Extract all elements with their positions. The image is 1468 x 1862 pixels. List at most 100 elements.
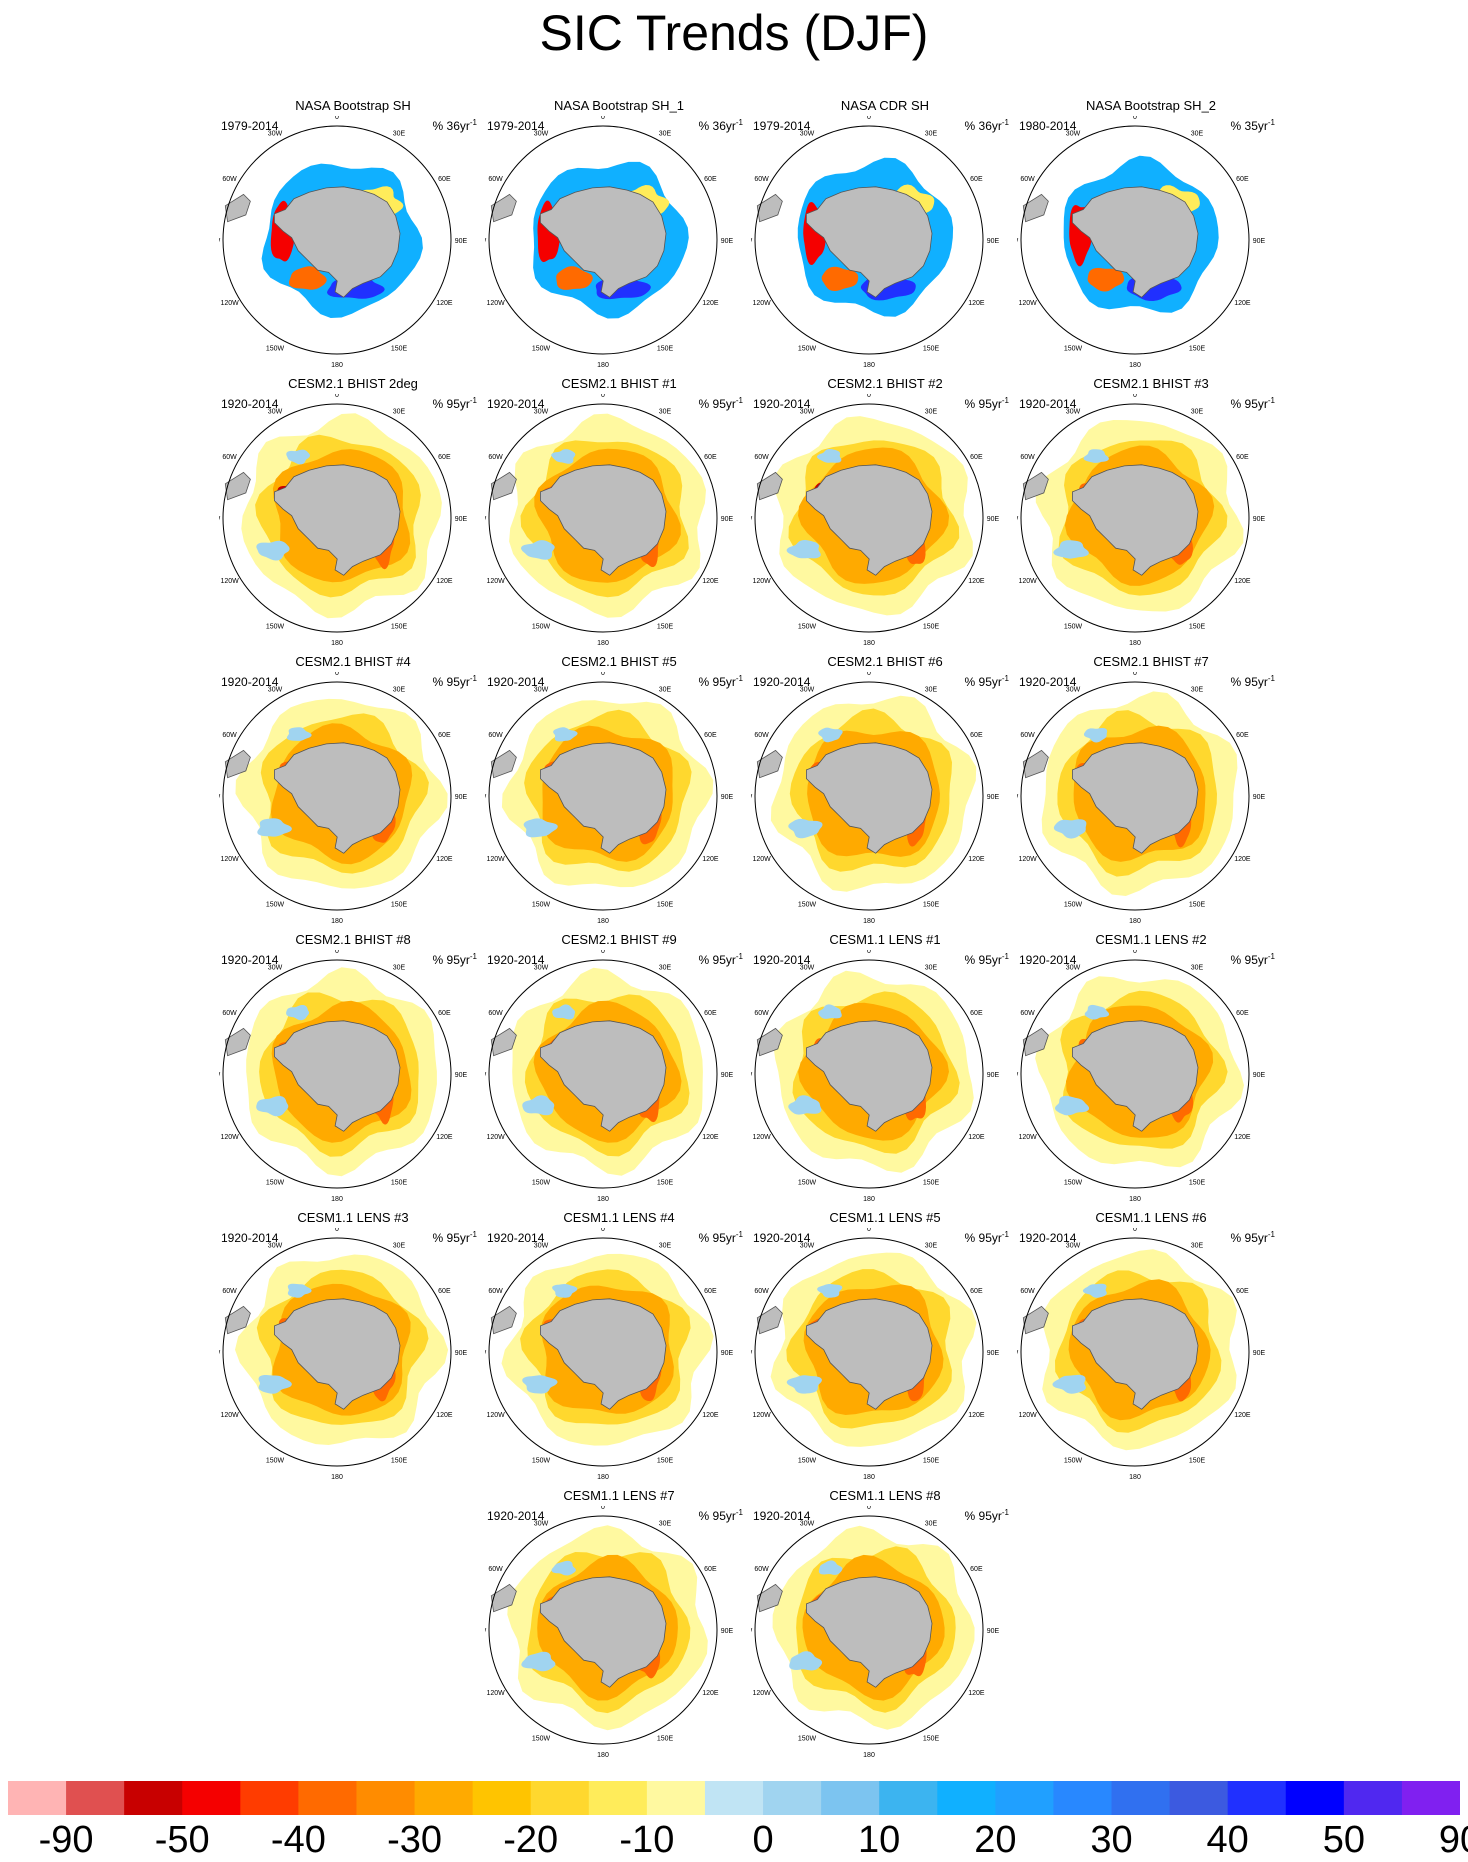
- panel-period: 1920-2014: [487, 1509, 545, 1523]
- longitude-label: 120W: [752, 1134, 771, 1141]
- longitude-label: 30W: [268, 409, 283, 416]
- longitude-label: 150E: [923, 1179, 940, 1186]
- longitude-label: 150W: [798, 901, 817, 908]
- longitude-label: 30E: [393, 965, 406, 972]
- longitude-label: 60W: [754, 176, 769, 183]
- sic-trend-field: [1053, 540, 1089, 559]
- colorbar-swatch: [1169, 1781, 1229, 1815]
- longitude-label: 150E: [1189, 1179, 1206, 1186]
- colorbar-swatch: [1343, 1781, 1403, 1815]
- longitude-label: 90W: [1017, 238, 1019, 245]
- map-panel: CESM2.1 BHIST #5 1920-2014 % 95yr-1 0 30E 60E…: [485, 654, 753, 932]
- panel-units: % 95yr-1: [1230, 396, 1275, 411]
- south-america-land: [224, 193, 251, 223]
- longitude-label: 180: [863, 1752, 875, 1759]
- longitude-label: 30W: [800, 687, 815, 694]
- map-panel: NASA CDR SH 1979-2014 % 36yr-1 0 30E 60E 90E 12…: [751, 98, 1019, 376]
- polar-map: 0 30E 60E 90E 120E 150E 180 150W 120W 90W 60W 30W: [1017, 1228, 1266, 1481]
- longitude-label: 150W: [532, 345, 551, 352]
- panel-units: % 95yr-1: [1230, 674, 1275, 689]
- longitude-label: 120E: [702, 1412, 719, 1419]
- longitude-label: 60W: [222, 176, 237, 183]
- longitude-label: 180: [863, 1196, 875, 1203]
- sic-trend-field: [522, 1095, 555, 1116]
- map-boundary: [488, 681, 718, 911]
- longitude-label: 30E: [925, 1243, 938, 1250]
- longitude-label: 150E: [657, 1179, 674, 1186]
- map-panel: CESM2.1 BHIST #9 1920-2014 % 95yr-1 0 30E 60E…: [485, 932, 753, 1210]
- south-america-land: [756, 1027, 783, 1057]
- map-panel: CESM1.1 LENS #6 1920-2014 % 95yr-1 0 30E 60E 9…: [1017, 1210, 1285, 1488]
- panel-title: CESM1.1 LENS #5: [829, 1210, 941, 1225]
- colorbar-label: -10: [619, 1819, 675, 1861]
- longitude-label: 120W: [486, 856, 505, 863]
- longitude-label: 90E: [1253, 794, 1266, 801]
- antarctica-land: [806, 742, 933, 854]
- colorbar-label: 0: [752, 1819, 774, 1861]
- colorbar-label: 20: [974, 1819, 1017, 1861]
- south-america-land: [756, 1305, 783, 1335]
- colorbar-label: 10: [858, 1819, 901, 1861]
- antarctica-land: [274, 186, 401, 298]
- longitude-label: 0: [1133, 672, 1137, 677]
- longitude-label: 120E: [1234, 856, 1251, 863]
- panel-title: CESM2.1 BHIST #7: [1093, 654, 1209, 669]
- longitude-label: 150W: [1064, 345, 1083, 352]
- polar-map: 0 30E 60E 90E 120E 150E 180 150W 120W 90W 60W 30W: [751, 672, 1000, 925]
- longitude-label: 30E: [659, 131, 672, 138]
- longitude-label: 90E: [1253, 516, 1266, 523]
- longitude-label: 30W: [534, 965, 549, 972]
- longitude-label: 90E: [455, 1350, 468, 1357]
- sic-trend-field: [1055, 1095, 1090, 1116]
- longitude-label: 180: [597, 362, 609, 369]
- longitude-label: 150W: [1064, 1457, 1083, 1464]
- map-boundary: [1020, 125, 1250, 355]
- longitude-label: 150W: [798, 345, 817, 352]
- longitude-label: 150W: [798, 1735, 817, 1742]
- longitude-label: 60E: [1236, 176, 1249, 183]
- longitude-label: 30W: [1066, 687, 1081, 694]
- antarctica-land: [1072, 742, 1199, 854]
- longitude-label: 150E: [391, 1457, 408, 1464]
- longitude-label: 60E: [970, 1010, 983, 1017]
- longitude-label: 180: [331, 1474, 343, 1481]
- south-america-land: [1022, 1027, 1049, 1057]
- longitude-label: 90W: [1017, 516, 1019, 523]
- longitude-label: 60E: [438, 1288, 451, 1295]
- longitude-label: 120W: [220, 1412, 239, 1419]
- panel-period: 1920-2014: [221, 953, 279, 967]
- panel-period: 1920-2014: [753, 397, 811, 411]
- colorbar-label: 30: [1090, 1819, 1133, 1861]
- south-america-land: [224, 1305, 251, 1335]
- panel-period: 1920-2014: [1019, 953, 1077, 967]
- longitude-label: 120W: [1018, 300, 1037, 307]
- colorbar-swatch: [937, 1781, 996, 1815]
- sic-trend-field: [1087, 267, 1125, 292]
- longitude-label: 90E: [1253, 1350, 1266, 1357]
- longitude-label: 180: [863, 640, 875, 647]
- longitude-label: 120W: [220, 578, 239, 585]
- longitude-label: 30E: [393, 687, 406, 694]
- longitude-label: 30W: [534, 1243, 549, 1250]
- longitude-label: 0: [335, 116, 339, 121]
- south-america-land: [1022, 749, 1049, 779]
- longitude-label: 180: [597, 1474, 609, 1481]
- panel-units: % 95yr-1: [432, 952, 477, 967]
- map-panel: CESM1.1 LENS #3 1920-2014 % 95yr-1 0 30E 60E 9…: [219, 1210, 487, 1488]
- south-america-land: [490, 1305, 517, 1335]
- longitude-label: 60W: [1020, 176, 1035, 183]
- longitude-label: 150E: [391, 345, 408, 352]
- sic-trend-field: [286, 727, 312, 741]
- longitude-label: 0: [1133, 116, 1137, 121]
- longitude-label: 90W: [219, 794, 221, 801]
- longitude-label: 0: [867, 950, 871, 955]
- sic-trend-field: [552, 1004, 575, 1020]
- longitude-label: 150W: [1064, 623, 1083, 630]
- longitude-label: 180: [331, 1196, 343, 1203]
- sic-trend-field: [788, 818, 823, 839]
- colorbar-swatch: [821, 1781, 880, 1815]
- longitude-label: 180: [863, 918, 875, 925]
- longitude-label: 60E: [704, 1288, 717, 1295]
- polar-map: 0 30E 60E 90E 120E 150E 180 150W 120W 90W 60W 30W: [1017, 950, 1266, 1203]
- longitude-label: 60E: [704, 732, 717, 739]
